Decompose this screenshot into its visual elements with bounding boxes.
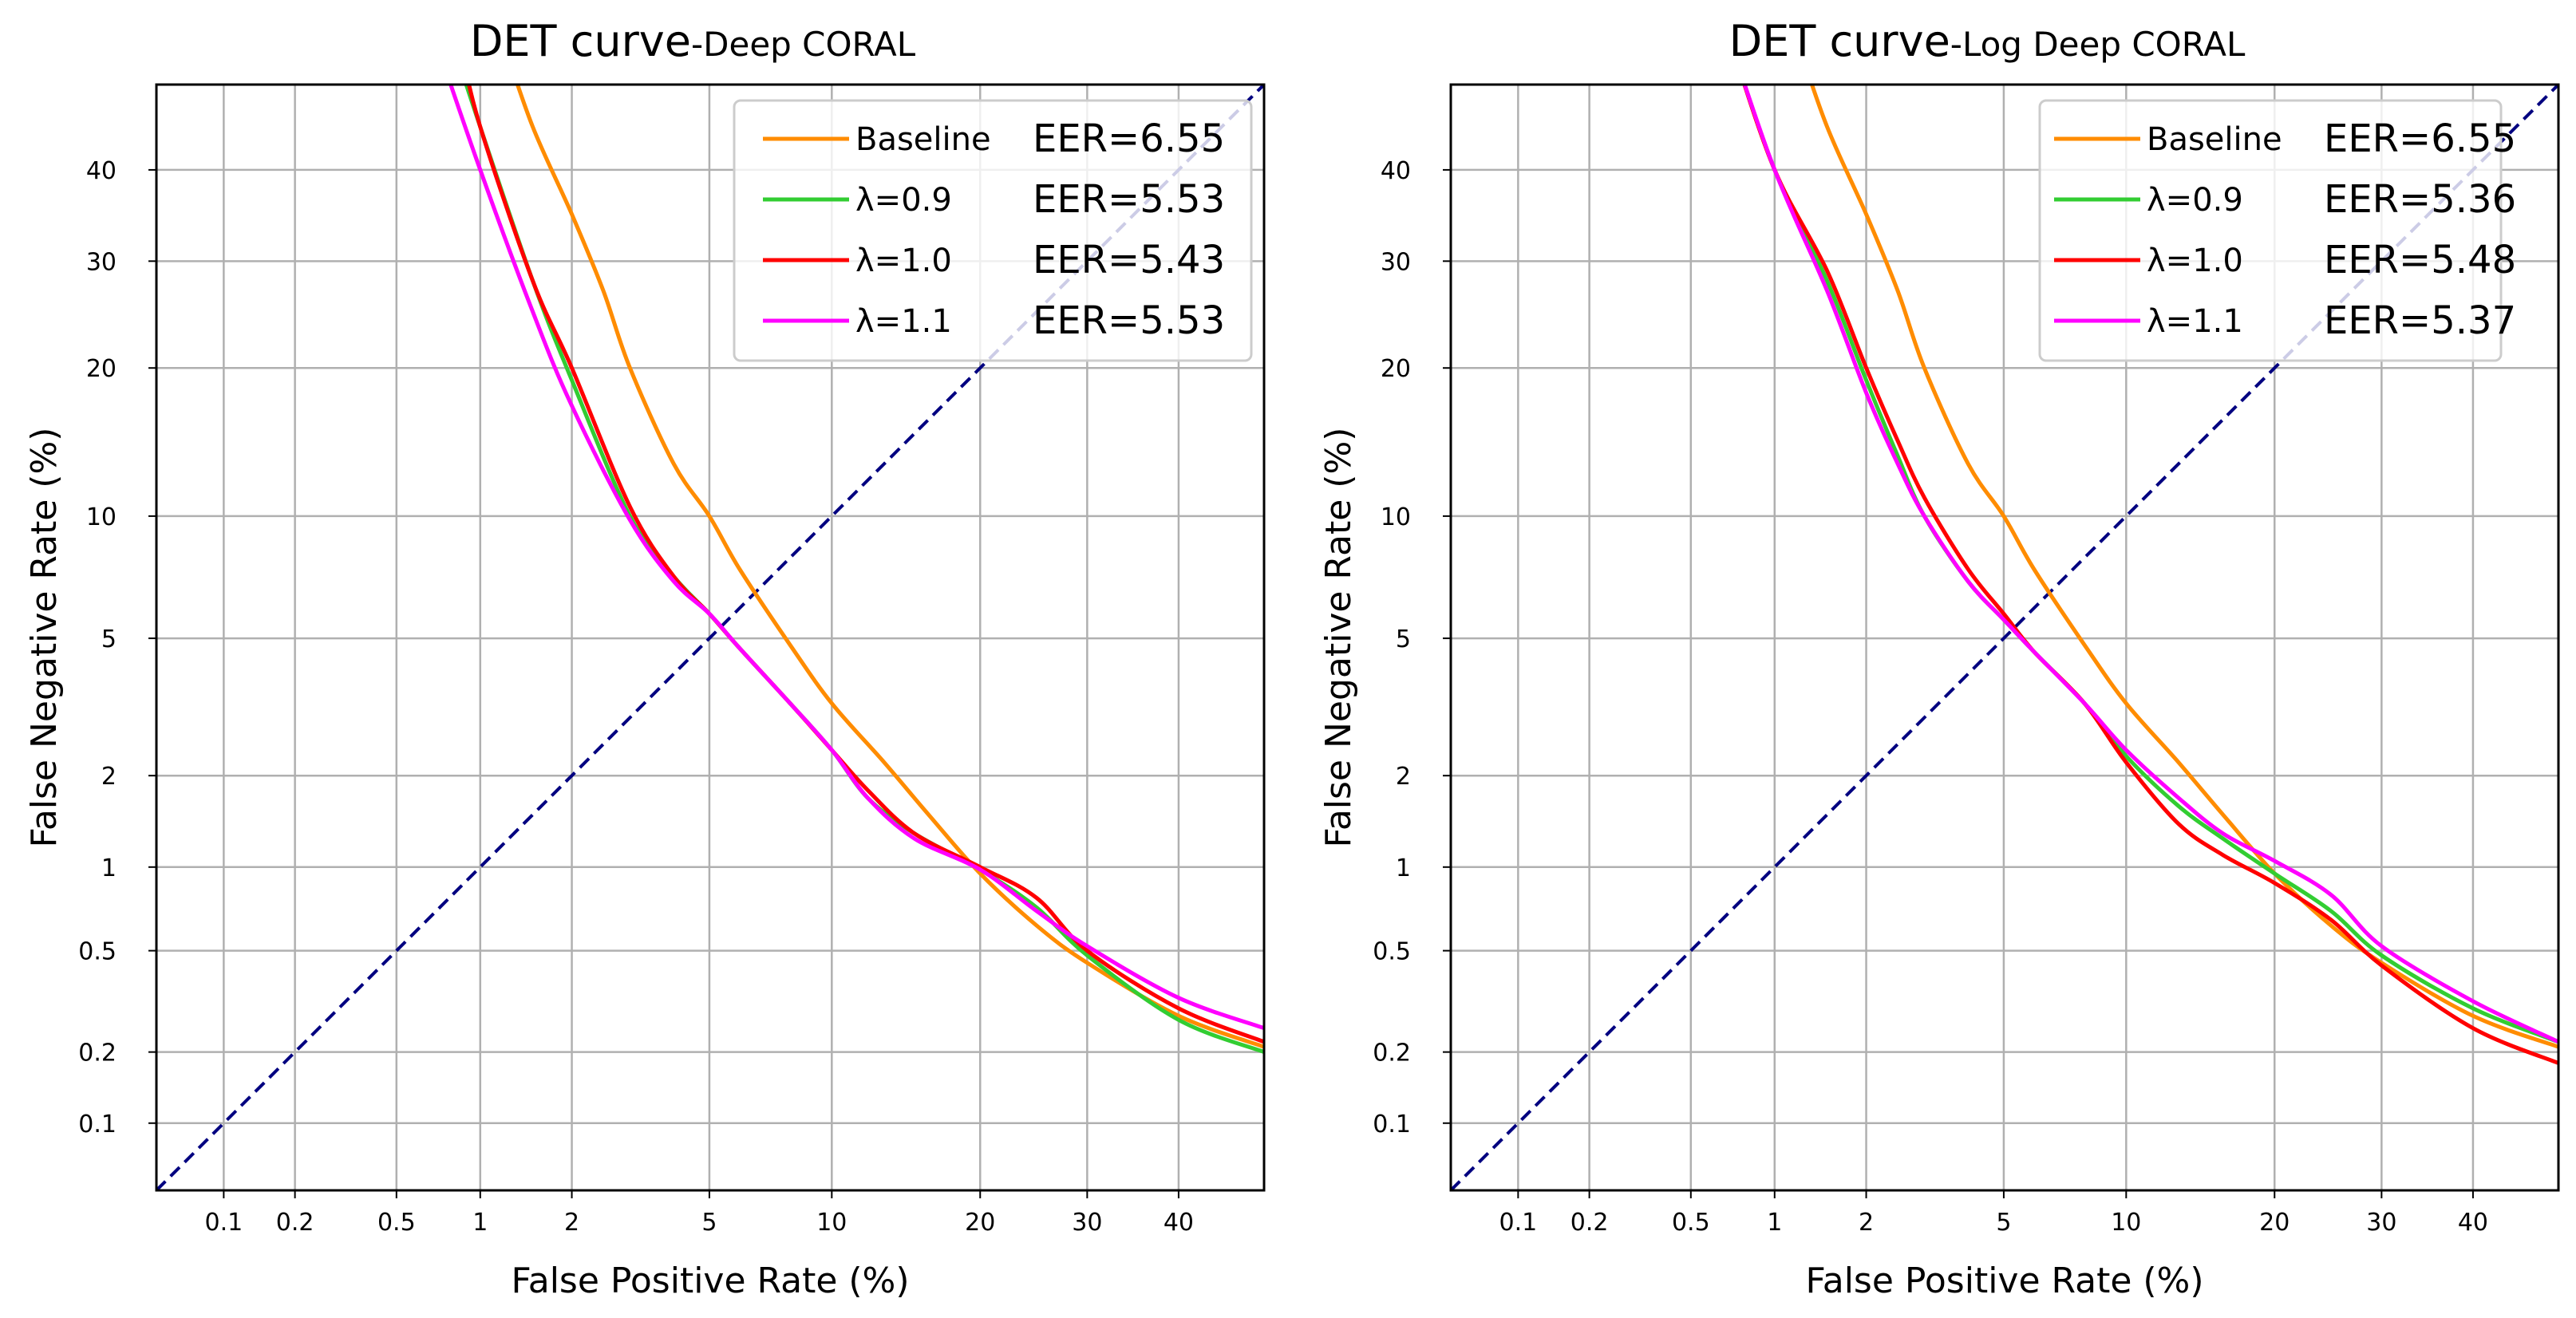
chart-title-main: DET curve [1729,16,1950,66]
y-tick-label: 2 [1396,763,1411,791]
x-axis-label: False Positive Rate (%) [1805,1261,2203,1301]
x-axis-label: False Positive Rate (%) [511,1261,909,1301]
y-tick-label: 5 [1396,625,1411,653]
legend-label-baseline: Baseline [855,121,991,158]
x-tick-label: 1 [1767,1209,1782,1237]
y-tick-label: 5 [101,625,117,653]
x-tick-label: 2 [564,1209,579,1237]
chart-panel-deep-coral: 0.1 0.2 0.5 1 2 5 10 20 30 40 0.1 0.2 0.5 1 2 5 10 20 30 40… [24,16,1266,1301]
chart-title: DET curve-Log Deep CORAL [1729,16,2246,66]
y-tick-label: 0.5 [78,938,117,966]
legend-eer-lambda-1-0: EER=5.48 [2324,238,2516,282]
series-layer [448,85,1264,1054]
x-tick-label: 1 [472,1209,488,1237]
legend-entry-baseline: Baseline EER=6.55 [763,116,1225,161]
y-tick-label: 10 [1381,503,1411,531]
x-tick-label: 0.1 [204,1209,243,1237]
x-tick-label: 40 [2458,1209,2488,1237]
legend-eer-lambda-1-0: EER=5.43 [1033,238,1225,282]
chart-title: DET curve-Deep CORAL [470,16,916,66]
legend-entry-lambda-1-1: λ=1.1 EER=5.53 [763,298,1225,343]
legend-label-lambda-1-1: λ=1.1 [2147,303,2243,340]
legend-eer-lambda-1-1: EER=5.37 [2324,298,2516,343]
y-tick-label: 0.1 [78,1111,117,1138]
x-tick-label: 0.5 [1672,1209,1710,1237]
chart-title-main: DET curve [470,16,691,66]
y-tick-label: 2 [101,763,117,791]
series-layer [1742,85,2558,1065]
x-tick-label: 5 [1996,1209,2011,1237]
legend-entry-lambda-0-9: λ=0.9 EER=5.53 [763,177,1225,222]
y-tick-label: 40 [86,157,117,185]
legend-label-lambda-0-9: λ=0.9 [2147,182,2243,219]
legend-eer-lambda-1-1: EER=5.53 [1033,298,1225,343]
chart-title-sub: -Deep CORAL [691,25,916,64]
series-line-lambda-1-1 [448,85,1264,1031]
legend-eer-lambda-0-9: EER=5.36 [2324,177,2516,222]
x-tick-label: 40 [1164,1209,1194,1237]
series-line-baseline [515,85,1264,1049]
legend-label-lambda-1-0: λ=1.0 [2147,243,2243,279]
legend-entry-lambda-1-0: λ=1.0 EER=5.48 [2054,238,2516,282]
y-tick-label: 1 [101,854,117,882]
x-tick-label: 0.2 [1570,1209,1609,1237]
legend-eer-baseline: EER=6.55 [2324,116,2516,161]
x-tick-label: 30 [1072,1209,1102,1237]
series-line-lambda-1-1 [1742,85,2558,1044]
y-axis-label: False Negative Rate (%) [1318,428,1359,848]
legend: Baseline EER=6.55 λ=0.9 EER=5.53 λ=1.0 E… [733,99,1253,362]
legend-entry-baseline: Baseline EER=6.55 [2054,116,2516,161]
x-tick-label: 2 [1859,1209,1874,1237]
legend-label-lambda-1-1: λ=1.1 [855,303,952,340]
x-tick-label: 30 [2366,1209,2396,1237]
y-tick-label: 30 [1381,248,1411,276]
y-tick-label: 10 [86,503,117,531]
y-tick-label: 20 [1381,355,1411,383]
x-tick-label: 10 [2111,1209,2141,1237]
x-tick-label: 5 [701,1209,717,1237]
chart-title-sub: -Log Deep CORAL [1950,25,2246,64]
legend-box [733,99,1253,362]
x-tick-label: 0.2 [276,1209,314,1237]
chart-panel-log-deep-coral: 0.1 0.2 0.5 1 2 5 10 20 30 40 0.1 0.2 0.5 1 2 5 10 20 30 40… [1318,16,2560,1301]
tick-labels: 0.1 0.2 0.5 1 2 5 10 20 30 40 0.1 0.2 0.5 1 2 5 10 20 30 40 [78,157,1194,1237]
legend-label-baseline: Baseline [2147,121,2282,158]
legend-entry-lambda-1-1: λ=1.1 EER=5.37 [2054,298,2516,343]
x-tick-label: 0.1 [1499,1209,1537,1237]
y-tick-label: 0.2 [1373,1040,1411,1067]
legend-entry-lambda-0-9: λ=0.9 EER=5.36 [2054,177,2516,222]
legend-label-lambda-0-9: λ=0.9 [855,182,952,219]
y-tick-label: 30 [86,248,117,276]
tick-labels: 0.1 0.2 0.5 1 2 5 10 20 30 40 0.1 0.2 0.5 1 2 5 10 20 30 40 [1373,157,2488,1237]
x-tick-label: 0.5 [377,1209,416,1237]
legend-entry-lambda-1-0: λ=1.0 EER=5.43 [763,238,1225,282]
legend-eer-baseline: EER=6.55 [1033,116,1225,161]
y-tick-label: 20 [86,355,117,383]
x-tick-label: 20 [2259,1209,2290,1237]
legend-box [2038,99,2503,362]
legend-label-lambda-1-0: λ=1.0 [855,243,952,279]
x-tick-label: 20 [965,1209,995,1237]
plot-frame [1449,83,2560,1192]
y-axis-label: False Negative Rate (%) [24,428,65,848]
legend: Baseline EER=6.55 λ=0.9 EER=5.36 λ=1.0 E… [2038,99,2516,362]
y-tick-label: 40 [1381,157,1411,185]
y-tick-label: 0.2 [78,1040,117,1067]
plot-frame [155,83,1266,1192]
y-tick-label: 1 [1396,854,1411,882]
legend-eer-lambda-0-9: EER=5.53 [1033,177,1225,222]
y-tick-label: 0.1 [1373,1111,1411,1138]
x-tick-label: 10 [816,1209,847,1237]
series-line-baseline [1809,85,2558,1049]
y-tick-label: 0.5 [1373,938,1411,966]
